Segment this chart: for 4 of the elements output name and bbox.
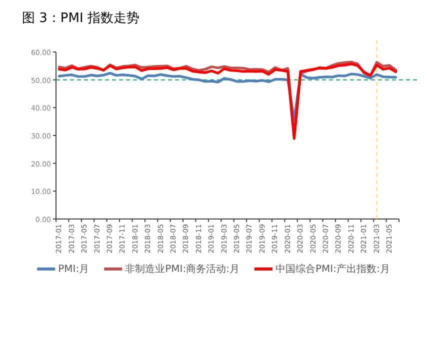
- chart-title: 图 3：PMI 指数走势: [22, 11, 140, 26]
- legend-label: 中国综合PMI:产出指数:月: [275, 263, 390, 275]
- legend-label: 非制造业PMI:商务活动:月: [125, 263, 240, 275]
- legend-label: PMI:月: [58, 264, 90, 275]
